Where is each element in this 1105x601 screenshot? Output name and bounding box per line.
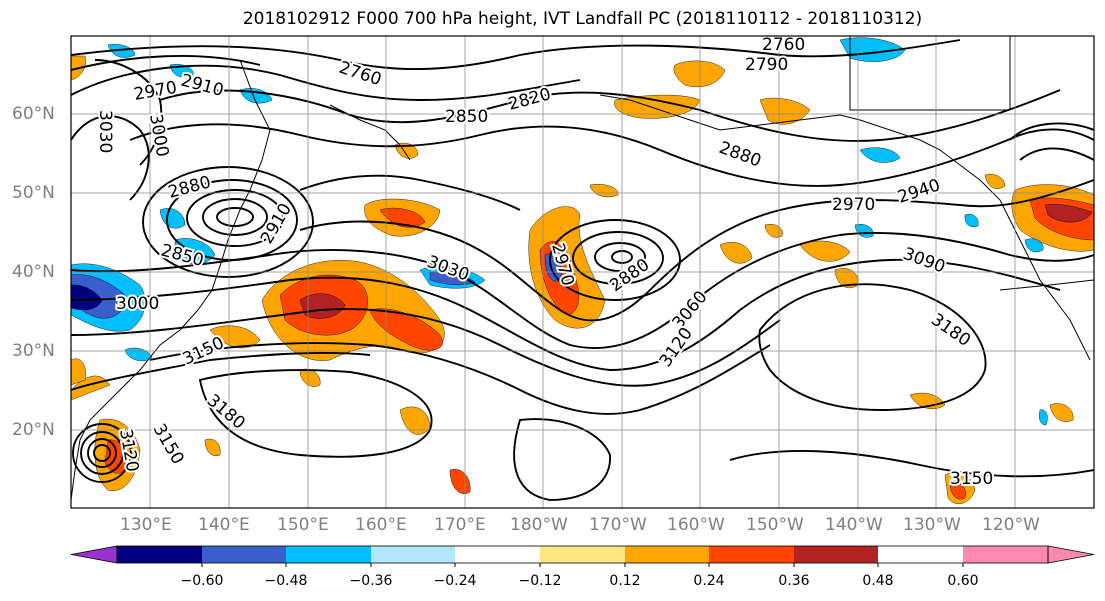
lat-label: 60°N <box>12 104 55 124</box>
lat-label: 20°N <box>12 420 55 440</box>
lat-label: 50°N <box>12 183 55 203</box>
coastlines <box>71 36 1094 501</box>
lon-label: 120°W <box>982 515 1040 535</box>
colorbar-extend-min <box>70 545 118 564</box>
colorbar-swatch <box>963 546 1048 563</box>
ivt-negative-shading <box>71 37 1048 426</box>
colorbar-tick-label: −0.36 <box>349 573 393 589</box>
colorbar-tick-label: 0.48 <box>862 573 894 589</box>
colorbar-swatch <box>540 546 625 563</box>
lon-label: 170°W <box>589 515 647 535</box>
contour-label: 2760 <box>762 35 805 55</box>
lat-label: 40°N <box>12 262 55 282</box>
colorbar-swatch <box>371 546 455 563</box>
plot-area: 2760 2790 2910 2970 2760 2820 2850 3030 … <box>71 35 1094 508</box>
colorbar-swatch <box>794 546 878 563</box>
contour-label: 2850 <box>445 107 488 127</box>
lon-label: 150°W <box>746 515 804 535</box>
colorbar-outline <box>116 545 1049 564</box>
plot-frame <box>70 35 1095 509</box>
colorbar-swatch <box>202 546 286 563</box>
height-contours <box>71 39 1094 501</box>
contour-label: 2790 <box>745 55 788 75</box>
lon-label: 160°W <box>667 515 725 535</box>
colorbar-swatch <box>709 546 794 563</box>
contour-label: 3000 <box>116 294 159 314</box>
lon-label: 140°W <box>825 515 883 535</box>
contour-label: 3030 <box>95 110 115 153</box>
map-title: 2018102912 F000 700 hPa height, IVT Land… <box>242 9 923 29</box>
colorbar-tick-label: 0.24 <box>693 573 725 589</box>
lon-label: 130°E <box>120 515 172 535</box>
colorbar-tick-label: −0.24 <box>433 573 477 589</box>
lon-label: 160°E <box>355 515 407 535</box>
colorbar <box>70 545 1095 567</box>
lat-label: 30°N <box>12 341 55 361</box>
colorbar-tick-label: 0.12 <box>609 573 641 589</box>
contour-label: 2970 <box>832 195 875 215</box>
graticule <box>71 36 1094 508</box>
colorbar-swatch <box>117 546 202 563</box>
lon-label: 130°W <box>903 515 961 535</box>
colorbar-tick-label: −0.48 <box>264 573 308 589</box>
lon-label: 150°E <box>277 515 329 535</box>
colorbar-tick-label: 0.60 <box>947 573 979 589</box>
lon-label: 170°E <box>434 515 486 535</box>
colorbar-tick-label: −0.60 <box>180 573 224 589</box>
colorbar-tick-label: −0.12 <box>518 573 562 589</box>
colorbar-swatch <box>286 546 371 563</box>
contour-label: 3150 <box>950 469 993 489</box>
colorbar-tick-label: 0.36 <box>778 573 810 589</box>
lon-label: 180°W <box>510 515 568 535</box>
colorbar-extend-max <box>1047 545 1095 564</box>
colorbar-swatch <box>625 546 709 563</box>
colorbar-swatch <box>455 546 540 563</box>
lon-label: 140°E <box>198 515 250 535</box>
